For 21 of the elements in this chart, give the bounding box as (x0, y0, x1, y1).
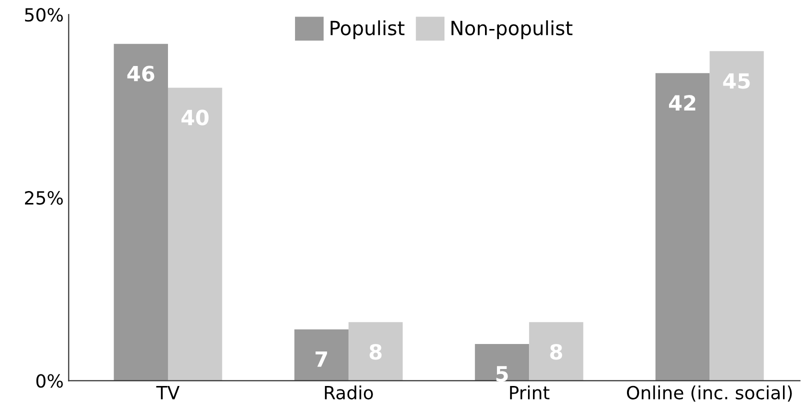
x-tick-label: Radio (324, 386, 373, 400)
bar (348, 322, 403, 381)
bar (168, 88, 222, 381)
bar (710, 51, 764, 381)
bar (474, 344, 530, 381)
legend-label: Populist (330, 20, 404, 40)
x-tick-label: TV (156, 386, 180, 400)
data-label: 42 (669, 95, 696, 110)
x-tick-label: Online (inc. social) (626, 386, 792, 402)
data-label: 46 (127, 66, 154, 82)
bar (655, 73, 710, 381)
x-tick-label: Print (510, 386, 550, 400)
data-label: 7 (316, 352, 328, 367)
y-tick-label: 50% (25, 8, 63, 22)
bar (114, 44, 168, 381)
bar (529, 322, 584, 381)
legend-label: Non-populist (452, 20, 572, 40)
y-tick-label: 25% (25, 191, 63, 205)
data-label: 5 (496, 366, 508, 382)
y-tick-label: 0% (36, 374, 63, 388)
bar (294, 329, 349, 381)
